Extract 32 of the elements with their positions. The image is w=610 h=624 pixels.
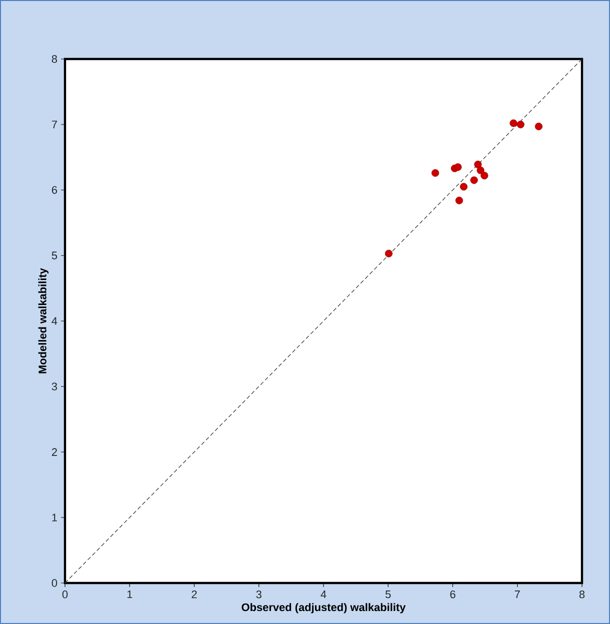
point <box>510 119 518 127</box>
point <box>432 169 440 177</box>
point <box>476 166 484 174</box>
point <box>454 163 462 171</box>
y-tick-label: 8 <box>52 55 58 63</box>
y-tick-label: 2 <box>52 448 57 456</box>
x-tick-label: 6 <box>450 590 456 598</box>
y-tick-label: 6 <box>52 186 58 194</box>
point <box>384 250 393 258</box>
y-tick-label: 0 <box>52 579 58 587</box>
x-tick-label: 7 <box>514 590 520 598</box>
x-tick-label: 1 <box>127 590 132 598</box>
point <box>474 160 482 168</box>
y-tick-label: 5 <box>52 252 58 260</box>
y-tick-label: 1 <box>52 514 57 522</box>
point <box>480 172 488 180</box>
y-tick-label: 4 <box>52 317 58 325</box>
x-tick-label: 8 <box>579 590 585 598</box>
y-tick-label: 3 <box>52 382 58 390</box>
x-tick-label: 4 <box>320 590 326 598</box>
x-tick-label: 5 <box>386 590 391 598</box>
x-tick-label: 3 <box>256 590 262 598</box>
x-tick-label: 2 <box>192 590 197 598</box>
point <box>534 122 542 130</box>
x-axis-title: Observed (adjusted) walkability <box>242 603 406 614</box>
y-axis-title: Modelled walkability <box>38 268 49 374</box>
x-tick-label: 0 <box>62 590 68 598</box>
point <box>516 120 524 128</box>
point <box>470 176 478 184</box>
y-tick-label: 7 <box>52 120 57 128</box>
point <box>460 182 468 191</box>
point <box>455 196 463 204</box>
